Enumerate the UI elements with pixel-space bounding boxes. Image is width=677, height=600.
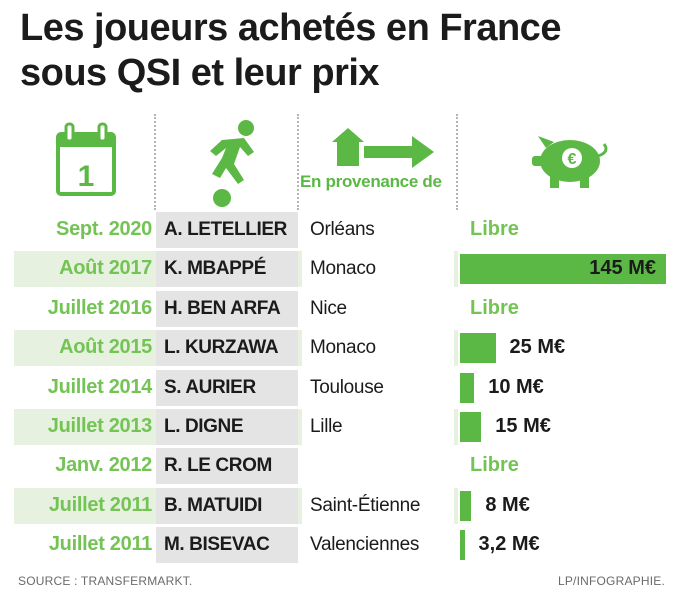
- price-cell: Libre: [458, 289, 666, 328]
- separator-3: [456, 114, 458, 210]
- price-cell: 15 M€: [458, 407, 666, 446]
- player-name-cell: R. LE CROM: [156, 448, 298, 485]
- house-arrow-icon: [332, 128, 434, 168]
- separator-1: [154, 114, 156, 210]
- svg-text:€: €: [568, 151, 577, 168]
- date-cell: Sept. 2020: [56, 218, 152, 240]
- origin-club-cell: Lille: [302, 409, 454, 445]
- player-name-cell: S. AURIER: [156, 369, 298, 406]
- title-line-1: Les joueurs achetés en France: [20, 7, 561, 49]
- price-value-label: 8 M€: [485, 493, 530, 516]
- date-cell: Janv. 2012: [55, 454, 152, 477]
- table-row: Sept. 2020 A. LETELLIER Orléans Libre: [14, 210, 666, 249]
- player-name-cell: L. KURZAWA: [156, 330, 298, 367]
- price-value-label: 145 M€: [589, 257, 656, 280]
- provenance-label: En provenance de: [300, 172, 442, 191]
- title-line-2: sous QSI et leur prix: [20, 52, 380, 94]
- origin-club-cell: Orléans: [302, 212, 454, 248]
- origin-club-cell: Valenciennes: [302, 527, 454, 564]
- price-bar: [460, 490, 472, 521]
- origin-club-cell: Monaco: [302, 251, 454, 288]
- date-cell: Juillet 2011: [48, 533, 152, 556]
- table-row: Août 2015 L. KURZAWA Monaco 25 M€: [14, 328, 666, 367]
- chart-title: Les joueurs achetés en France sous QSI e…: [20, 6, 561, 96]
- date-cell: Juillet 2014: [47, 375, 153, 398]
- calendar-number: 1: [78, 160, 95, 193]
- origin-club-cell: Toulouse: [302, 369, 454, 406]
- player-name-cell: H. BEN ARFA: [156, 290, 298, 327]
- date-cell: Août 2015: [59, 336, 152, 359]
- player-name-cell: A. LETELLIER: [156, 212, 298, 248]
- origin-club-cell: Saint-Étienne: [302, 487, 454, 524]
- piggy-bank-euro-icon: €: [532, 136, 608, 188]
- price-value-label: 3,2 M€: [478, 533, 540, 556]
- price-bar: [460, 412, 482, 442]
- price-bar: [460, 254, 666, 285]
- price-value-label: 10 M€: [488, 375, 544, 398]
- price-cell: 8 M€: [458, 486, 666, 525]
- table-row: Juillet 2014 S. AURIER Toulouse 10 M€: [14, 368, 666, 407]
- price-value-label: 25 M€: [509, 336, 566, 359]
- separator-2: [297, 114, 299, 210]
- table-row: Juillet 2016 H. BEN ARFA Nice Libre: [14, 289, 666, 328]
- price-cell: Libre: [458, 210, 666, 249]
- price-bar: [460, 333, 496, 364]
- price-cell: 10 M€: [458, 368, 666, 407]
- calendar-icon: 1: [56, 122, 116, 196]
- date-cell: Juillet 2011: [48, 493, 152, 516]
- price-bar: [460, 530, 465, 561]
- football-player-icon: [210, 120, 254, 207]
- source-note: SOURCE : TRANSFERMARKT.: [18, 574, 193, 588]
- price-cell: 145 M€: [458, 249, 666, 288]
- table-row: Juillet 2011 M. BISEVAC Valenciennes 3,2 M€: [14, 525, 666, 564]
- price-cell: 3,2 M€: [458, 525, 666, 564]
- price-cell: 25 M€: [458, 328, 666, 367]
- table-row: Janv. 2012 R. LE CROM Libre: [14, 446, 666, 485]
- free-transfer-label: Libre: [470, 218, 519, 240]
- table-row: Juillet 2013 L. DIGNE Lille 15 M€: [14, 407, 666, 446]
- date-cell: Août 2017: [59, 257, 152, 280]
- origin-club-cell: Monaco: [302, 330, 454, 367]
- player-name-cell: B. MATUIDI: [156, 487, 298, 524]
- price-bar: [460, 372, 475, 403]
- free-transfer-label: Libre: [470, 454, 519, 477]
- origin-club-cell: Nice: [302, 290, 454, 327]
- player-name-cell: L. DIGNE: [156, 409, 298, 445]
- table-row: Août 2017 K. MBAPPÉ Monaco 145 M€: [14, 249, 666, 288]
- origin-club-cell: [302, 448, 454, 485]
- free-transfer-label: Libre: [470, 296, 519, 319]
- date-cell: Juillet 2016: [47, 296, 153, 319]
- credit-note: LP/INFOGRAPHIE.: [557, 574, 665, 588]
- table-row: Juillet 2011 B. MATUIDI Saint-Étienne 8 M€: [14, 486, 666, 525]
- price-value-label: 15 M€: [495, 415, 551, 437]
- date-cell: Juillet 2013: [47, 415, 153, 437]
- player-name-cell: K. MBAPPÉ: [156, 251, 298, 288]
- price-cell: Libre: [458, 446, 666, 485]
- player-name-cell: M. BISEVAC: [156, 527, 298, 564]
